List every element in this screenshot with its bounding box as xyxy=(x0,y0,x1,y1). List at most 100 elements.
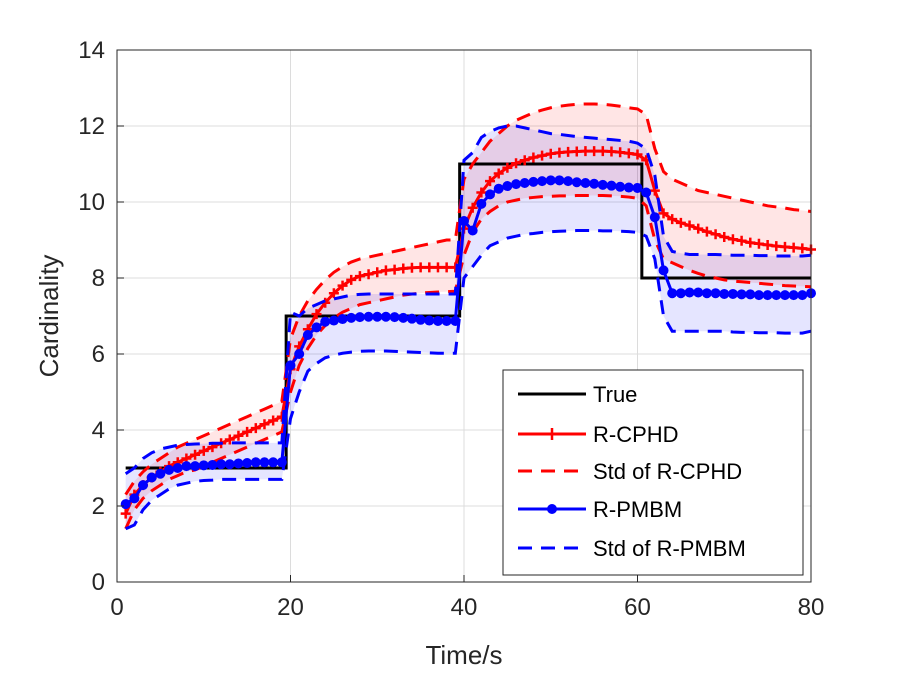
r-cphd-point xyxy=(432,262,443,273)
r-pmbm-point xyxy=(493,183,504,194)
r-pmbm-point xyxy=(589,178,600,189)
r-cphd-point xyxy=(762,239,773,250)
r-pmbm-point xyxy=(138,480,149,491)
legend-label-std-of-r-pmbm: Std of R-PMBM xyxy=(593,536,746,561)
r-pmbm-point xyxy=(294,349,305,359)
r-pmbm-point xyxy=(207,459,218,470)
r-pmbm-point xyxy=(259,457,270,468)
r-cphd-point xyxy=(502,162,513,173)
r-pmbm-point xyxy=(337,314,348,325)
r-pmbm-point xyxy=(398,312,409,323)
r-cphd-point xyxy=(571,146,582,157)
r-pmbm-point xyxy=(727,288,738,299)
y-tick-label: 2 xyxy=(92,493,105,520)
r-pmbm-point xyxy=(432,315,443,326)
r-cphd-point xyxy=(675,217,686,228)
legend-label-r-pmbm: R-PMBM xyxy=(593,497,682,522)
r-pmbm-point xyxy=(190,461,201,472)
x-tick-label: 60 xyxy=(624,594,651,621)
legend-marker-circle xyxy=(547,504,557,514)
r-cphd-point xyxy=(589,146,600,157)
r-cphd-point xyxy=(745,237,756,248)
legend-label-std-of-r-cphd: Std of R-CPHD xyxy=(593,459,742,484)
r-pmbm-point xyxy=(779,290,790,301)
r-cphd-point xyxy=(311,309,322,320)
r-cphd-point xyxy=(753,238,764,249)
r-pmbm-point xyxy=(233,458,244,469)
legend-marker-plus xyxy=(546,428,558,440)
r-pmbm-point xyxy=(667,288,678,299)
r-pmbm-point xyxy=(164,464,175,475)
r-cphd-point xyxy=(545,148,556,159)
r-cphd-point xyxy=(788,242,799,253)
r-cphd-point xyxy=(346,274,357,285)
r-pmbm-point xyxy=(658,265,669,276)
r-cphd-point xyxy=(233,430,244,441)
r-cphd-point xyxy=(406,262,417,273)
r-pmbm-point xyxy=(242,458,253,469)
r-cphd-point xyxy=(380,265,391,276)
r-pmbm-point xyxy=(346,312,357,323)
r-pmbm-point xyxy=(615,181,626,192)
r-pmbm-point xyxy=(606,180,617,191)
r-pmbm-point xyxy=(693,287,704,298)
r-pmbm-point xyxy=(389,312,400,323)
r-pmbm-point xyxy=(771,290,782,301)
r-cphd-point xyxy=(120,508,131,519)
r-pmbm-point xyxy=(528,176,539,187)
legend-label-true: True xyxy=(593,382,637,407)
r-cphd-point xyxy=(736,235,747,246)
r-pmbm-point xyxy=(129,493,140,504)
r-cphd-point xyxy=(190,449,201,460)
r-pmbm-point xyxy=(198,460,209,471)
r-cphd-point xyxy=(337,280,348,291)
r-cphd-point xyxy=(259,419,270,430)
r-pmbm-point xyxy=(216,459,227,470)
r-pmbm-point xyxy=(224,459,235,470)
std-lower-line-cphd xyxy=(124,194,812,530)
r-pmbm-point xyxy=(684,287,695,298)
r-pmbm-point xyxy=(172,463,183,473)
r-pmbm-point xyxy=(485,189,496,200)
y-tick-label: 14 xyxy=(78,37,105,64)
r-pmbm-point xyxy=(415,314,426,325)
r-pmbm-point xyxy=(580,178,591,188)
r-cphd-point xyxy=(771,241,782,252)
r-pmbm-point xyxy=(554,175,565,186)
std-upper-line-pmbm xyxy=(124,124,812,475)
std-band-layer xyxy=(125,103,812,529)
r-pmbm-point xyxy=(380,311,391,322)
y-tick-label: 12 xyxy=(78,113,105,140)
r-cphd-point xyxy=(424,262,435,273)
r-pmbm-point xyxy=(268,457,279,468)
r-cphd-point xyxy=(580,146,591,157)
r-cphd-point xyxy=(701,226,712,237)
r-cphd-point xyxy=(198,445,209,456)
r-pmbm-point xyxy=(363,311,374,322)
r-cphd-point xyxy=(328,288,339,299)
r-cphd-point xyxy=(389,264,400,275)
r-cphd-point xyxy=(632,149,643,160)
r-pmbm-point xyxy=(502,181,513,192)
r-cphd-point xyxy=(372,267,383,278)
r-pmbm-point xyxy=(476,198,487,209)
x-tick-label: 80 xyxy=(798,594,825,621)
r-pmbm-point xyxy=(181,461,192,472)
r-pmbm-point xyxy=(372,311,383,322)
x-tick-label: 0 xyxy=(110,594,123,621)
r-pmbm-point xyxy=(441,315,452,326)
r-pmbm-point xyxy=(762,290,773,301)
r-cphd-point xyxy=(398,263,409,274)
tick-layer: 0 20 40 60 80 0 2 4 6 8 10 12 14 xyxy=(78,37,824,621)
x-tick-label: 20 xyxy=(277,594,304,621)
r-pmbm-point xyxy=(563,176,574,187)
legend: True R-CPHD Std of R-CPHD R-PMBM Std of R-PM… xyxy=(502,369,804,576)
r-cphd-point xyxy=(710,229,721,240)
r-cphd-point xyxy=(667,214,678,225)
r-pmbm-point xyxy=(424,315,435,326)
r-cphd-point xyxy=(476,187,487,198)
r-pmbm-point xyxy=(649,212,660,223)
r-pmbm-point xyxy=(571,177,582,188)
r-pmbm-point xyxy=(675,288,686,299)
